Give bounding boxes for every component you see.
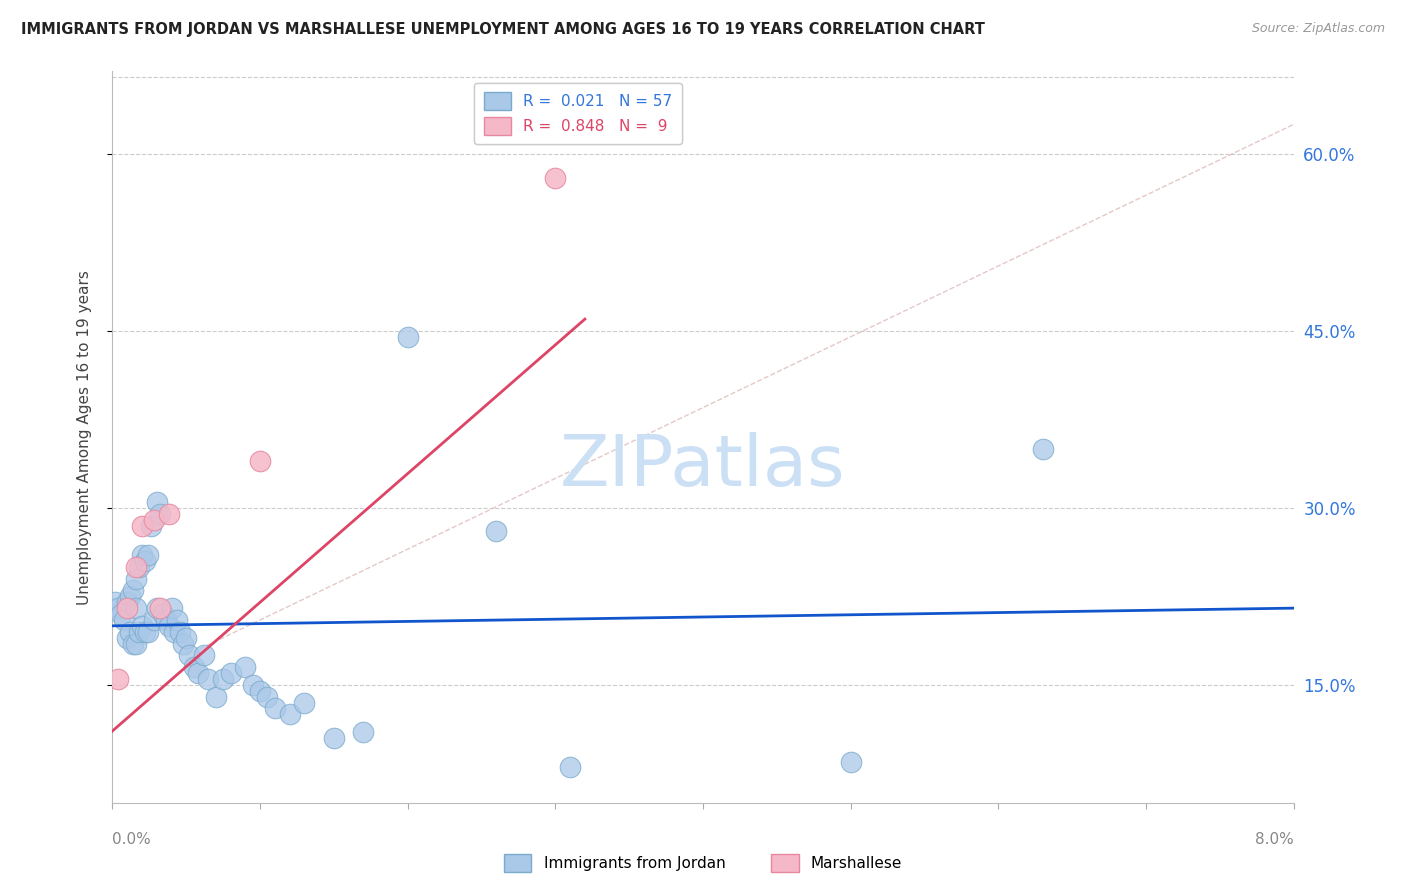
- Point: [107, 601, 129, 615]
- Point: [110, 607, 132, 621]
- Point: [139, 518, 162, 533]
- Point: [205, 690, 228, 704]
- Point: [136, 548, 159, 562]
- Point: [157, 619, 180, 633]
- Point: [249, 453, 271, 467]
- Point: [219, 666, 242, 681]
- Point: [125, 636, 148, 650]
- Point: [264, 701, 287, 715]
- Point: [352, 725, 374, 739]
- Point: [134, 554, 156, 568]
- Text: ZIPatlas: ZIPatlas: [560, 432, 846, 500]
- Point: [249, 683, 271, 698]
- Point: [179, 648, 201, 663]
- Point: [187, 666, 209, 681]
- Point: [323, 731, 346, 745]
- Point: [197, 672, 219, 686]
- Point: [122, 583, 145, 598]
- Point: [117, 631, 138, 645]
- Point: [193, 648, 215, 663]
- Point: [233, 660, 256, 674]
- Point: [120, 624, 142, 639]
- Point: [544, 170, 567, 185]
- Point: [122, 636, 145, 650]
- Point: [142, 513, 165, 527]
- Point: [1032, 442, 1054, 456]
- Text: 8.0%: 8.0%: [1254, 832, 1294, 847]
- Point: [169, 624, 191, 639]
- Text: IMMIGRANTS FROM JORDAN VS MARSHALLESE UNEMPLOYMENT AMONG AGES 16 TO 19 YEARS COR: IMMIGRANTS FROM JORDAN VS MARSHALLESE UN…: [21, 22, 986, 37]
- Point: [125, 572, 148, 586]
- Point: [157, 507, 180, 521]
- Point: [839, 755, 862, 769]
- Point: [128, 624, 150, 639]
- Point: [131, 548, 153, 562]
- Point: [136, 624, 159, 639]
- Point: [256, 690, 278, 704]
- Point: [112, 613, 135, 627]
- Point: [163, 624, 186, 639]
- Point: [278, 707, 301, 722]
- Point: [146, 601, 169, 615]
- Point: [292, 696, 315, 710]
- Point: [120, 590, 142, 604]
- Point: [117, 595, 138, 609]
- Point: [152, 607, 174, 621]
- Legend: Immigrants from Jordan, Marshallese: Immigrants from Jordan, Marshallese: [496, 846, 910, 880]
- Point: [134, 624, 156, 639]
- Point: [125, 559, 148, 574]
- Text: Source: ZipAtlas.com: Source: ZipAtlas.com: [1251, 22, 1385, 36]
- Point: [104, 595, 127, 609]
- Point: [172, 636, 194, 650]
- Point: [107, 672, 129, 686]
- Point: [174, 631, 197, 645]
- Point: [149, 507, 172, 521]
- Point: [131, 518, 153, 533]
- Point: [149, 601, 172, 615]
- Point: [142, 613, 165, 627]
- Point: [155, 613, 177, 627]
- Point: [166, 613, 188, 627]
- Point: [212, 672, 235, 686]
- Point: [396, 330, 419, 344]
- Point: [128, 559, 150, 574]
- Y-axis label: Unemployment Among Ages 16 to 19 years: Unemployment Among Ages 16 to 19 years: [77, 269, 91, 605]
- Point: [160, 601, 183, 615]
- Point: [560, 760, 582, 774]
- Text: 0.0%: 0.0%: [112, 832, 152, 847]
- Point: [183, 660, 205, 674]
- Point: [146, 495, 169, 509]
- Point: [117, 601, 138, 615]
- Point: [242, 678, 264, 692]
- Point: [131, 619, 153, 633]
- Point: [125, 601, 148, 615]
- Legend: R =  0.021   N = 57, R =  0.848   N =  9: R = 0.021 N = 57, R = 0.848 N = 9: [474, 83, 682, 145]
- Point: [485, 524, 508, 539]
